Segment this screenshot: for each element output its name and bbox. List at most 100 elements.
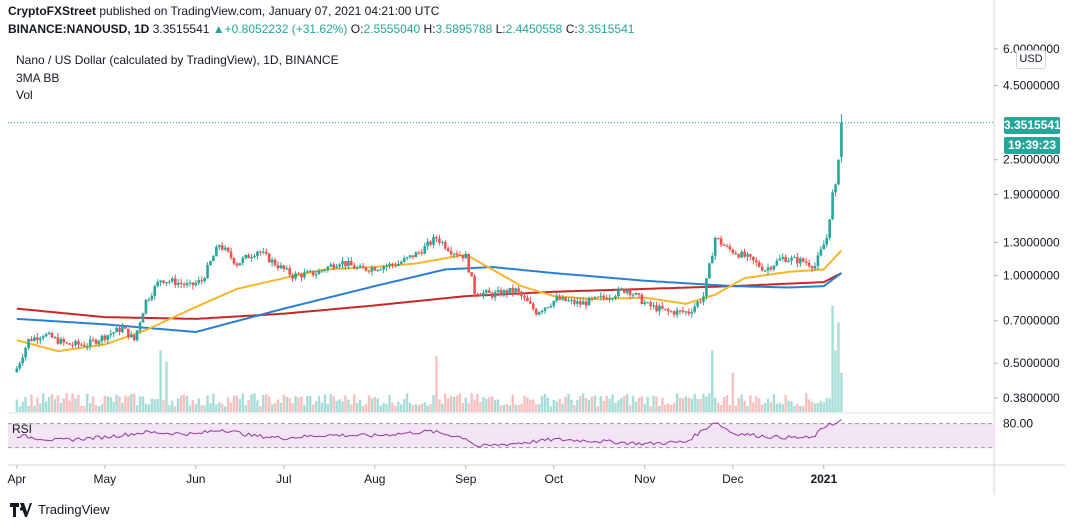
tradingview-footer[interactable]: TradingView [10,502,110,517]
volume-bar [690,398,693,412]
close-value: 3.3515541 [577,22,635,36]
candle-body [479,295,482,297]
candle-body [793,256,796,258]
volume-bar [608,399,611,412]
brand-name: TradingView [38,502,110,517]
candle-body [285,268,289,270]
candle-body [344,261,347,267]
volume-bar [634,401,638,412]
volume-bar [317,395,321,412]
volume-bar [347,399,350,412]
candle-body [743,251,746,257]
volume-bar [755,396,758,412]
candle-body [317,270,321,275]
open-value: 2.5555040 [363,22,421,36]
volume-bar [112,401,115,412]
candle-body [241,257,245,263]
volume-bar [135,405,139,412]
volume-bar [417,404,421,412]
volume-bar [796,403,799,412]
candle-body [200,280,203,282]
volume-bar [461,403,465,412]
volume-bar [174,406,177,412]
candle-body [731,249,735,254]
y-tick-label: 1.9000000 [1003,187,1060,201]
candle-body [482,292,485,296]
volume-bar [223,406,227,412]
volume-bar [94,404,98,412]
volume-bar [652,395,655,412]
candle-body [311,270,315,276]
candle-body [687,311,691,314]
volume-bar [221,403,224,412]
candle-body [303,272,306,278]
volume-bar [511,394,514,412]
volume-bar [373,396,377,412]
volume-bar [631,395,635,412]
author-name: CryptoFXStreet [8,4,97,18]
candle-body [197,280,201,284]
volume-bar [159,350,162,412]
volume-bar [68,400,71,412]
volume-bar [150,398,153,412]
currency-button[interactable]: USD [1016,50,1046,69]
candle-body [438,238,441,243]
rsi-label[interactable]: RSI [12,422,33,436]
volume-bar [106,396,109,412]
tradingview-logo-icon [10,502,32,517]
candle-body [558,296,561,300]
volume-bar [840,372,843,412]
volume-bar [39,403,42,412]
ma-slow-line [16,272,842,320]
volume-bar [86,393,89,412]
candle-body [273,259,277,266]
volume-bar [520,403,523,412]
volume-bar [118,396,121,412]
x-tick-label: Jul [276,472,291,486]
volume-bar [30,394,33,412]
volume-bar [446,398,450,412]
volume-bar [385,403,388,412]
volume-bar [47,396,51,412]
volume-bar [341,401,344,412]
candle-body [394,264,397,266]
volume-bar [505,403,509,412]
candle-body [65,342,68,344]
volume-bar [33,405,36,412]
candle-body [825,237,829,245]
candle-body [53,337,57,339]
candle-body [772,265,776,270]
candle-body [132,334,136,341]
candle-body [206,264,209,279]
volume-bar [226,397,230,412]
candle-body [593,296,597,299]
candle-body [755,260,758,263]
candle-body [97,341,101,344]
candle-body [217,245,221,247]
y-tick-label: 2.5000000 [1003,153,1060,167]
volume-bar [675,393,679,412]
volume-bar [238,398,242,412]
candle-body [262,251,265,253]
volume-bar [611,394,614,412]
candle-body [338,264,341,267]
candle-body [173,278,177,285]
candle-body [179,282,183,285]
candle-body [449,251,453,255]
candle-body [191,282,195,286]
ohlc-header: BINANCE:NANOUSD, 1D 3.3515541 ▲+0.805223… [8,22,634,36]
volume-bar [696,399,699,412]
candle-body [461,255,465,259]
candle-body [124,326,127,329]
candle-body [80,344,83,346]
candle-body [429,241,432,245]
candle-body [71,344,74,346]
candle-body [487,290,491,293]
volume-bar [209,403,212,412]
candle-body [288,268,292,275]
volume-bar [831,305,834,412]
indicator-label[interactable]: 3MA BB [16,71,60,85]
volume-label[interactable]: Vol [16,88,33,102]
candle-body [752,256,755,261]
